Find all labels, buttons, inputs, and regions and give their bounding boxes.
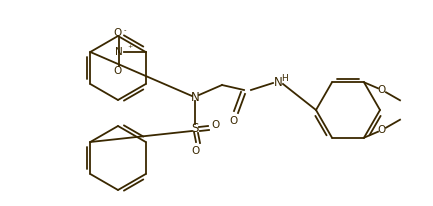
Text: S: S bbox=[191, 122, 199, 135]
Text: O: O bbox=[211, 120, 219, 130]
Text: O: O bbox=[113, 66, 122, 76]
Text: O: O bbox=[378, 125, 386, 135]
Text: O: O bbox=[113, 28, 122, 38]
Text: H: H bbox=[281, 74, 288, 82]
Text: N: N bbox=[274, 76, 282, 89]
Text: N: N bbox=[115, 47, 123, 57]
Text: O: O bbox=[378, 85, 386, 95]
Text: O: O bbox=[230, 116, 238, 126]
Text: -: - bbox=[124, 27, 126, 33]
Text: +: + bbox=[127, 44, 132, 49]
Text: O: O bbox=[191, 146, 199, 156]
Text: N: N bbox=[191, 90, 199, 103]
